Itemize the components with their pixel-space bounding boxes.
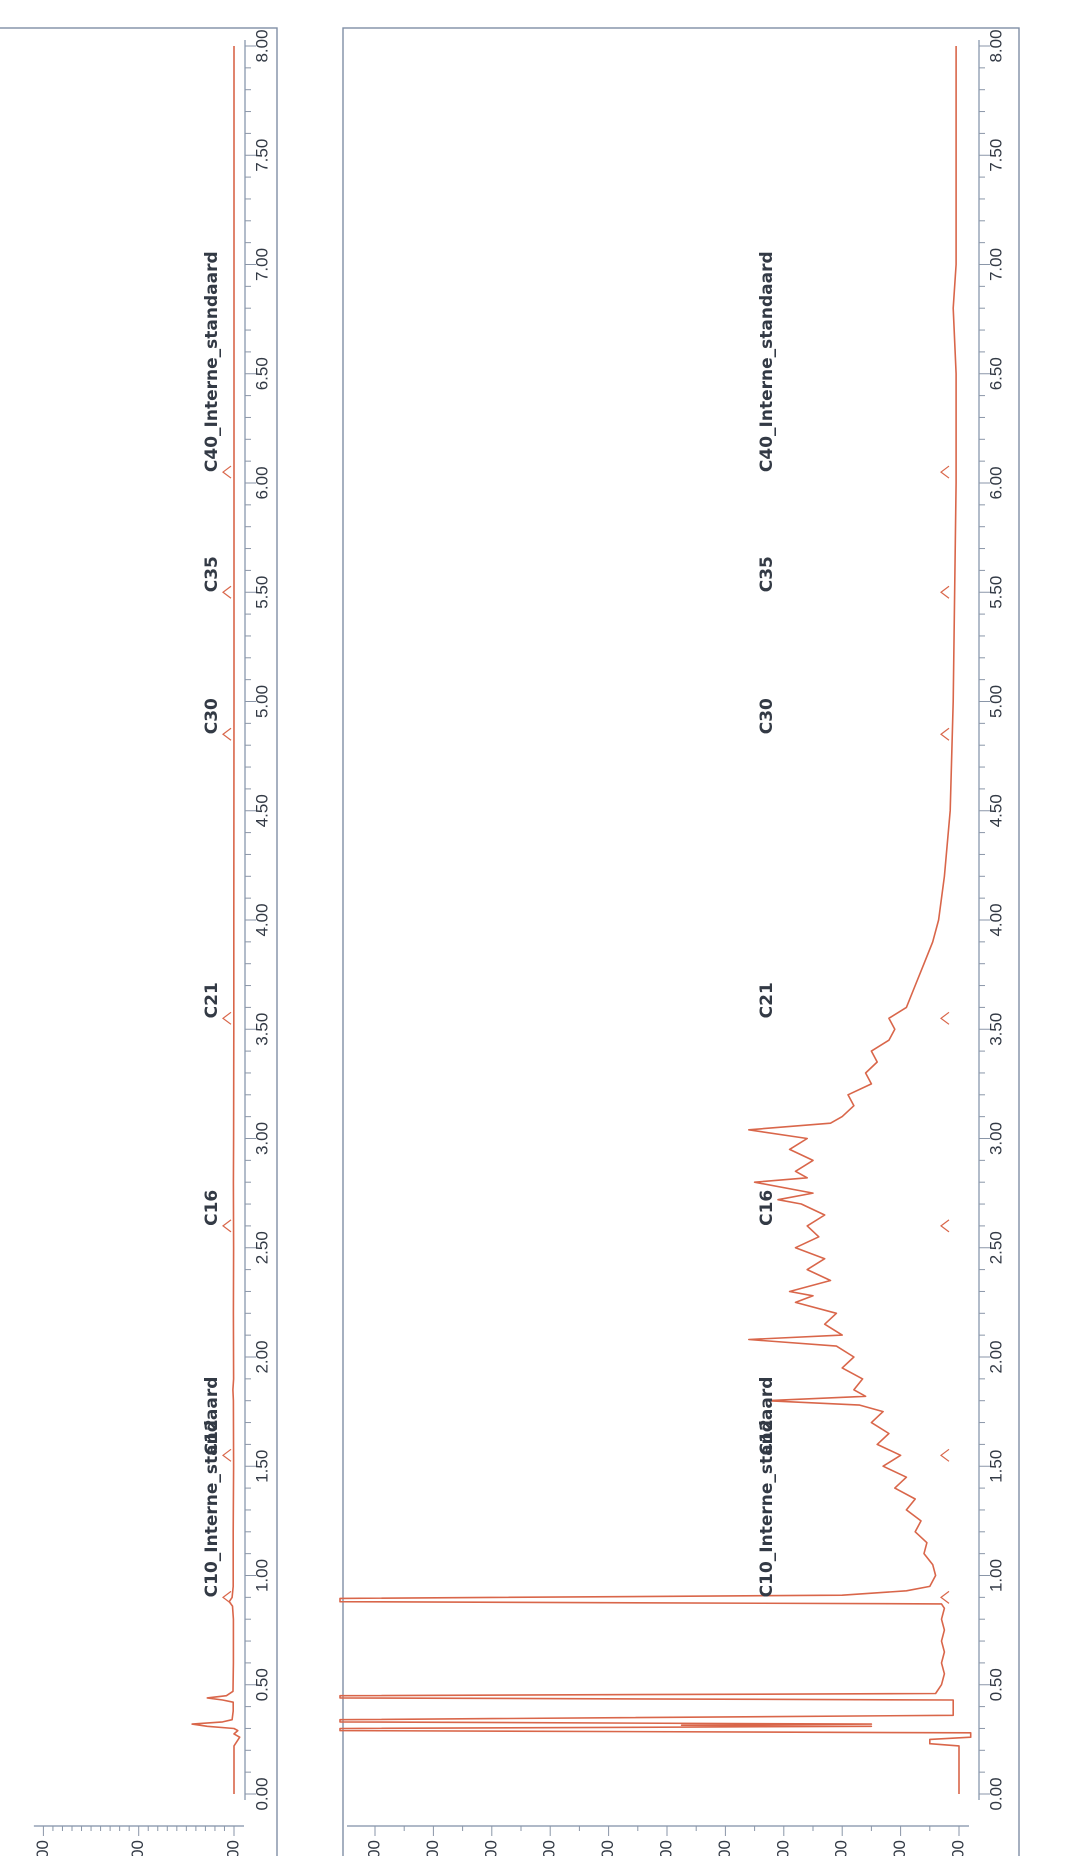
chart-a-time-tick-label: 7.00 bbox=[252, 248, 271, 281]
chart-b-peak-marker bbox=[940, 1448, 950, 1462]
chart-b-time-tick-label: 1.00 bbox=[986, 1559, 1005, 1592]
chart-a-peak-marker bbox=[222, 585, 232, 599]
chart-b-time-tick-label: 7.00 bbox=[986, 248, 1005, 281]
chart-b-abundance-tick-label: 60.00 bbox=[773, 1840, 792, 1856]
chart-b-peak-label: C10_Interne_standaard bbox=[757, 1377, 777, 1598]
chart-a-peak-label: C21 bbox=[202, 982, 222, 1018]
chart-b-peak-label: C12 bbox=[757, 1419, 777, 1455]
chart-b-time-tick-label: 7.50 bbox=[986, 139, 1005, 172]
chart-b-abundance-tick-label: 20.00 bbox=[890, 1840, 909, 1856]
chart-b-peak-label: C21 bbox=[757, 982, 777, 1018]
chart-b-time-tick-label: 2.00 bbox=[986, 1340, 1005, 1373]
chart-b-peak-marker bbox=[940, 727, 950, 741]
chart-b-peak-label: C16 bbox=[757, 1190, 777, 1226]
chart-a-time-tick-label: 0.50 bbox=[252, 1668, 271, 1701]
chart-b-peak-marker bbox=[940, 585, 950, 599]
chart-b-frame bbox=[342, 27, 1020, 1856]
chart-a-peak-label: C10_Interne_standaard bbox=[202, 1377, 222, 1598]
chart-b-time-tick-label: 0.00 bbox=[986, 1777, 1005, 1810]
chart-b-time-tick-label: 5.50 bbox=[986, 576, 1005, 609]
chart-a-time-tick-label: 4.00 bbox=[252, 903, 271, 936]
chart-b-abundance-tick-label: 200.00 bbox=[364, 1840, 383, 1856]
chart-a-axes: 0.00 0.50 1.00 1.50 2.00 2.50 3.00 3.50 4.00 4.50… bbox=[33, 29, 272, 1856]
chart-b-time-tick-label: 8.00 bbox=[986, 29, 1005, 62]
chart-b-peak-marker bbox=[940, 1219, 950, 1233]
chart-a-peak-label: C16 bbox=[202, 1190, 222, 1226]
chart-b-time-tick-label: 4.50 bbox=[986, 794, 1005, 827]
chart-a-peak-marker bbox=[222, 1448, 232, 1462]
chart-b-peak-label: C30 bbox=[757, 698, 777, 734]
chart-a-time-tick-label: 1.50 bbox=[252, 1450, 271, 1483]
chart-a-time-tick-label: 5.50 bbox=[252, 576, 271, 609]
chart-b-time-tick-label: 0.50 bbox=[986, 1668, 1005, 1701]
chart-b-time-tick-label: 6.50 bbox=[986, 357, 1005, 390]
chart-a: 0.00 0.50 1.00 1.50 2.00 2.50 3.00 3.50 4.00 4.50… bbox=[0, 27, 278, 1856]
chart-b-peak-label: C40_Interne_standaard bbox=[757, 251, 777, 472]
chart-b-time-tick-label: 3.00 bbox=[986, 1122, 1005, 1155]
chart-a-peak-marker bbox=[222, 1011, 232, 1025]
chart-b-time-tick-label: 4.00 bbox=[986, 903, 1005, 936]
chart-a-time-tick-label: 6.00 bbox=[252, 466, 271, 499]
chart-b: 0.00 0.50 1.00 1.50 2.00 2.50 3.00 3.50 4.00 4.50… bbox=[339, 27, 1020, 1856]
chart-a-peak-marker bbox=[222, 465, 232, 479]
chart-b-peak-marker bbox=[940, 1011, 950, 1025]
chart-a-peak-label: C35 bbox=[202, 556, 222, 592]
chart-a-time-tick-label: 2.00 bbox=[252, 1340, 271, 1373]
chart-b-peak-marker bbox=[940, 465, 950, 479]
chart-a-abundance-tick-label: 0.00 bbox=[223, 1840, 242, 1856]
chart-b-abundance-tick-label: 160.00 bbox=[481, 1840, 500, 1856]
chart-b-marks bbox=[339, 46, 972, 1794]
chart-a-time-tick-label: 3.50 bbox=[252, 1013, 271, 1046]
chart-a-time-tick-label: 6.50 bbox=[252, 357, 271, 390]
chart-b-time-tick-label: 2.50 bbox=[986, 1231, 1005, 1264]
chart-b-abundance-tick-label: 0.00 bbox=[948, 1840, 967, 1856]
chart-a-peak-marker bbox=[222, 1219, 232, 1233]
chart-b-time-tick-label: 1.50 bbox=[986, 1450, 1005, 1483]
chart-a-time-tick-label: 8.00 bbox=[252, 29, 271, 62]
chart-a-time-tick-label: 4.50 bbox=[252, 794, 271, 827]
chart-a-abundance-tick-label: 500.00 bbox=[128, 1840, 147, 1856]
chart-a-time-tick-label: 0.00 bbox=[252, 1777, 271, 1810]
chart-a-peak-marker bbox=[222, 727, 232, 741]
chart-a-marks bbox=[191, 46, 241, 1794]
chart-a-abundance-tick-label: 1000.00 bbox=[33, 1840, 52, 1856]
chart-a-time-tick-label: 1.00 bbox=[252, 1559, 271, 1592]
chart-b-time-tick-label: 5.00 bbox=[986, 685, 1005, 718]
chart-a-peak-label: C40_Interne_standaard bbox=[202, 251, 222, 472]
rotated-content: 0.00 0.50 1.00 1.50 2.00 2.50 3.00 3.50 4.00 4.50… bbox=[0, 27, 1020, 1856]
chart-a-series-line bbox=[191, 46, 241, 1794]
chart-a-time-tick-label: 5.00 bbox=[252, 685, 271, 718]
chart-b-abundance-tick-label: 100.00 bbox=[656, 1840, 675, 1856]
chart-a-time-tick-label: 3.00 bbox=[252, 1122, 271, 1155]
chart-b-abundance-tick-label: 120.00 bbox=[598, 1840, 617, 1856]
chart-a-time-tick-label: 7.50 bbox=[252, 139, 271, 172]
chart-a-frame bbox=[0, 27, 278, 1856]
chart-a-peak-label: C30 bbox=[202, 698, 222, 734]
chart-b-abundance-tick-label: 180.00 bbox=[423, 1840, 442, 1856]
chart-a-peak-label: C12 bbox=[202, 1419, 222, 1455]
chart-b-time-tick-label: 6.00 bbox=[986, 466, 1005, 499]
chart-a-time-tick-label: 2.50 bbox=[252, 1231, 271, 1264]
chart-b-abundance-tick-label: 80.00 bbox=[715, 1840, 734, 1856]
chart-a-peak-marker bbox=[222, 1590, 232, 1604]
chart-b-abundance-tick-label: 40.00 bbox=[832, 1840, 851, 1856]
chart-b-series-line bbox=[339, 46, 972, 1794]
chart-b-axes: 0.00 0.50 1.00 1.50 2.00 2.50 3.00 3.50 4.00 4.50… bbox=[347, 29, 1005, 1856]
chart-b-time-tick-label: 3.50 bbox=[986, 1013, 1005, 1046]
chart-b-peak-label: C35 bbox=[757, 556, 777, 592]
chart-b-peak-marker bbox=[940, 1590, 950, 1604]
chart-b-abundance-tick-label: 140.00 bbox=[540, 1840, 559, 1856]
